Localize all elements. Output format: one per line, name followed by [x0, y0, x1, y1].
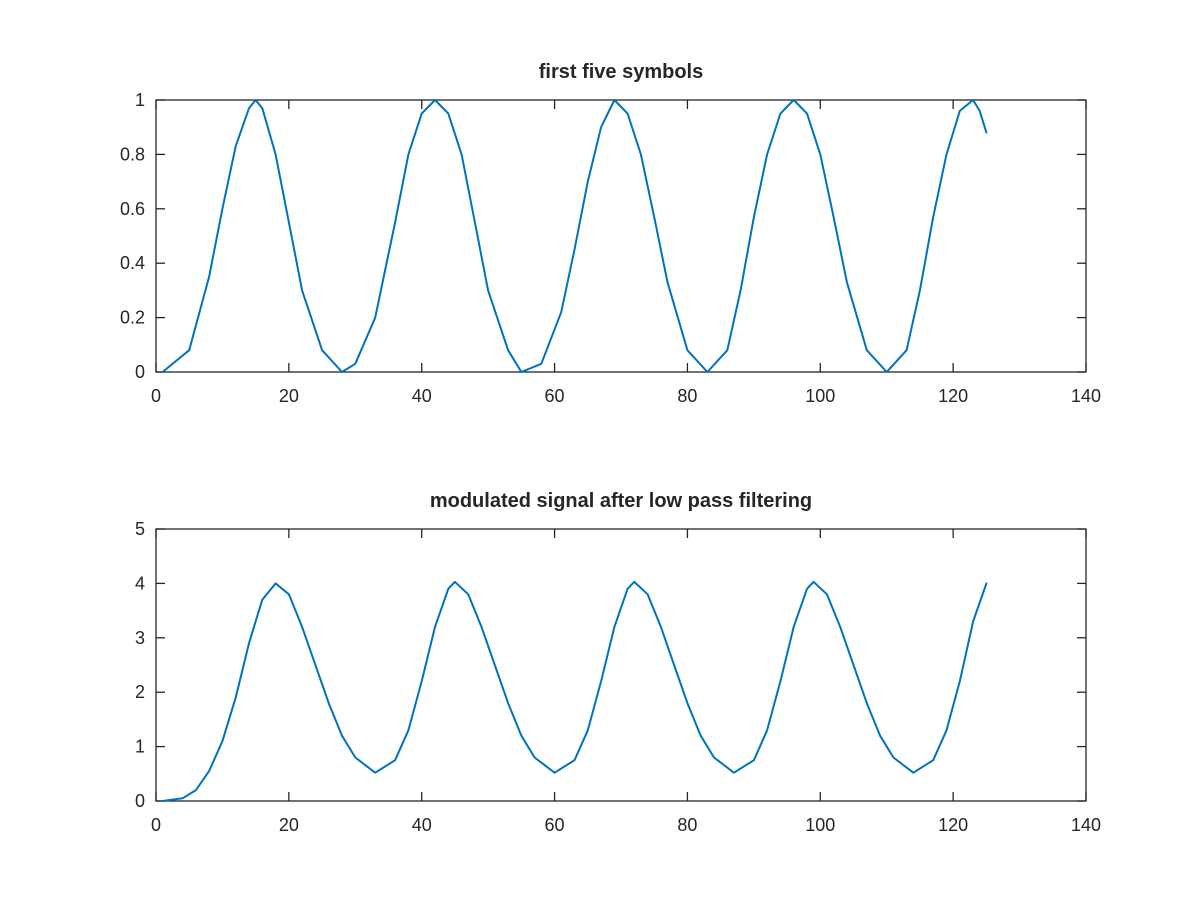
y-tick-label: 0 [135, 362, 145, 382]
y-tick-label: 0.4 [120, 253, 145, 273]
x-tick-label: 80 [677, 815, 697, 835]
subplot-2: 0 20 40 60 80 100 120 140 0 1 2 3 4 5 modulated signa… [135, 490, 1101, 835]
axes-box-1 [155, 99, 1087, 373]
y-tick-label: 0.6 [120, 199, 145, 219]
y-tick-label: 5 [135, 519, 145, 539]
ticks-2: 0 20 40 60 80 100 120 140 0 1 2 3 4 5 [135, 519, 1101, 835]
x-tick-label: 120 [938, 815, 968, 835]
y-tick-label: 3 [135, 628, 145, 648]
x-tick-label: 140 [1071, 815, 1101, 835]
y-tick-label: 1 [135, 737, 145, 757]
y-tick-label: 0.8 [120, 144, 145, 164]
x-tick-label: 100 [805, 386, 835, 406]
x-tick-label: 0 [151, 386, 161, 406]
x-tick-label: 40 [412, 815, 432, 835]
x-tick-label: 40 [412, 386, 432, 406]
x-tick-label: 20 [279, 815, 299, 835]
x-tick-label: 80 [677, 386, 697, 406]
series-group-1 [161, 99, 988, 373]
subplot-1: 0 20 40 60 80 100 120 140 0 0.2 0.4 0.6 0.8 1 first f… [120, 61, 1101, 406]
chart-title-2: modulated signal after low pass filterin… [430, 490, 812, 512]
x-tick-label: 60 [545, 815, 565, 835]
series-group-2 [161, 580, 988, 802]
series-line [161, 580, 988, 802]
y-tick-label: 0 [135, 791, 145, 811]
x-tick-label: 120 [938, 386, 968, 406]
axes-box-2 [155, 528, 1087, 802]
x-tick-label: 60 [545, 386, 565, 406]
y-tick-label: 2 [135, 682, 145, 702]
x-tick-label: 20 [279, 386, 299, 406]
chart-title-1: first five symbols [539, 61, 704, 83]
x-tick-label: 140 [1071, 386, 1101, 406]
y-tick-label: 0.2 [120, 308, 145, 328]
y-tick-label: 1 [135, 90, 145, 110]
x-tick-label: 0 [151, 815, 161, 835]
series-line [161, 99, 988, 373]
y-tick-label: 4 [135, 573, 145, 593]
x-tick-label: 100 [805, 815, 835, 835]
ticks-1: 0 20 40 60 80 100 120 140 0 0.2 0.4 0.6 0.8 1 [120, 90, 1101, 406]
